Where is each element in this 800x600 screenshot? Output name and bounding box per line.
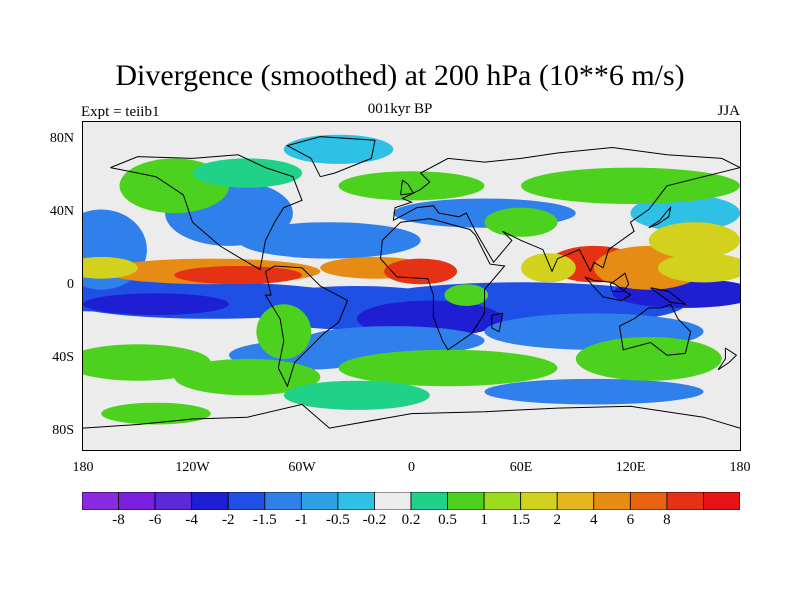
plot-title: Divergence (smoothed) at 200 hPa (10**6 … <box>115 59 685 92</box>
colorbar <box>82 492 740 510</box>
map-canvas <box>83 122 740 450</box>
blob-neg <box>484 378 704 405</box>
season-label: JJA <box>717 103 740 119</box>
lon-tick-label: 180 <box>729 460 751 475</box>
colorbar-label: 1.5 <box>511 512 531 528</box>
blob-pos <box>484 207 558 237</box>
blob-pos <box>283 380 430 410</box>
colorbar-box <box>300 492 339 510</box>
lat-tick-label: 80S <box>52 422 74 438</box>
blob-pos <box>338 171 485 201</box>
colorbar-box <box>191 492 229 510</box>
colorbar-box <box>337 492 375 510</box>
experiment-label: Expt = teiib1 <box>81 104 160 120</box>
colorbar-label: -0.5 <box>326 512 350 528</box>
madagascar-coast <box>491 312 504 333</box>
lon-tick-label: 120E <box>615 460 646 475</box>
colorbar-box <box>118 492 156 510</box>
north-america-coast <box>110 154 303 271</box>
blob-pos <box>575 337 722 381</box>
uk-coast <box>400 179 415 196</box>
colorbar-label: -1 <box>295 512 308 528</box>
divergence-map <box>82 121 741 451</box>
lon-tick-label: 60E <box>509 460 533 475</box>
colorbar-box <box>447 492 485 510</box>
blob-pos <box>174 358 321 396</box>
greenland-coast <box>286 136 376 178</box>
colorbar-box <box>227 492 266 510</box>
lat-tick-label: 80N <box>49 131 74 147</box>
lon-tick-label: 120W <box>175 460 210 475</box>
colorbar-label: 1 <box>480 512 488 528</box>
borneo-coast <box>609 272 630 292</box>
blob-pos <box>338 349 558 387</box>
eurasia-coast <box>392 146 740 273</box>
blob-pos <box>521 167 740 204</box>
lon-tick-label: 0 <box>408 460 415 475</box>
colorbar-box <box>264 492 302 510</box>
period-label: 001kyr BP <box>367 101 433 117</box>
antarctica-coast <box>83 403 740 429</box>
coastlines <box>83 136 740 429</box>
blob-neg <box>238 222 421 259</box>
blob-pos <box>521 253 576 283</box>
lat-tick-label: 40N <box>49 204 74 220</box>
japan-coast <box>648 206 672 229</box>
blob-pos <box>384 258 458 285</box>
lat-tick-label: 40S <box>52 349 74 365</box>
colorbar-label: -1.5 <box>252 512 277 528</box>
colorbar-box <box>410 492 448 510</box>
blob-neg <box>83 293 229 316</box>
colorbar-box <box>154 492 193 510</box>
colorbar-box <box>629 492 668 510</box>
africa-coast <box>380 218 506 351</box>
colorbar-box <box>520 492 558 510</box>
colorbar-label: -8 <box>112 512 125 528</box>
colorbar-box <box>374 492 412 510</box>
colorbar-box <box>556 492 595 510</box>
australia-coast <box>619 303 692 356</box>
new-zealand-coast <box>717 347 738 371</box>
colorbar-label: 0.2 <box>401 512 421 528</box>
lon-tick-label: 180 <box>72 460 94 475</box>
colorbar-label: -6 <box>148 512 162 528</box>
colorbar-box <box>483 492 522 510</box>
blob-pos <box>648 222 740 259</box>
blob-pos <box>83 256 138 279</box>
colorbar-box <box>703 492 740 510</box>
colorbar-label: -4 <box>185 512 198 528</box>
blob-pos <box>174 266 302 285</box>
blob-pos <box>444 284 489 306</box>
colorbar-label: 6 <box>626 512 635 528</box>
colorbar-box <box>666 492 704 510</box>
lat-tick-label: 0 <box>67 277 74 292</box>
blob-neg <box>283 134 394 164</box>
divergence-field <box>83 134 740 425</box>
colorbar-label: 2 <box>553 512 561 528</box>
colorbar-label: -2 <box>221 512 235 528</box>
colorbar-label: -0.2 <box>362 512 387 528</box>
new-guinea-coast <box>650 287 688 305</box>
blob-pos <box>256 304 312 359</box>
colorbar-label: 4 <box>590 512 598 528</box>
blob-pos <box>192 158 303 188</box>
colorbar-label: 0.5 <box>438 512 457 528</box>
blob-pos <box>657 253 740 283</box>
south-america-coast <box>264 265 349 388</box>
colorbar-box <box>593 492 631 510</box>
blob-pos <box>101 402 211 425</box>
colorbar-label: 8 <box>663 512 671 528</box>
lon-tick-label: 60W <box>288 460 316 475</box>
indonesia-coast <box>584 276 632 302</box>
colorbar-box <box>82 492 119 510</box>
